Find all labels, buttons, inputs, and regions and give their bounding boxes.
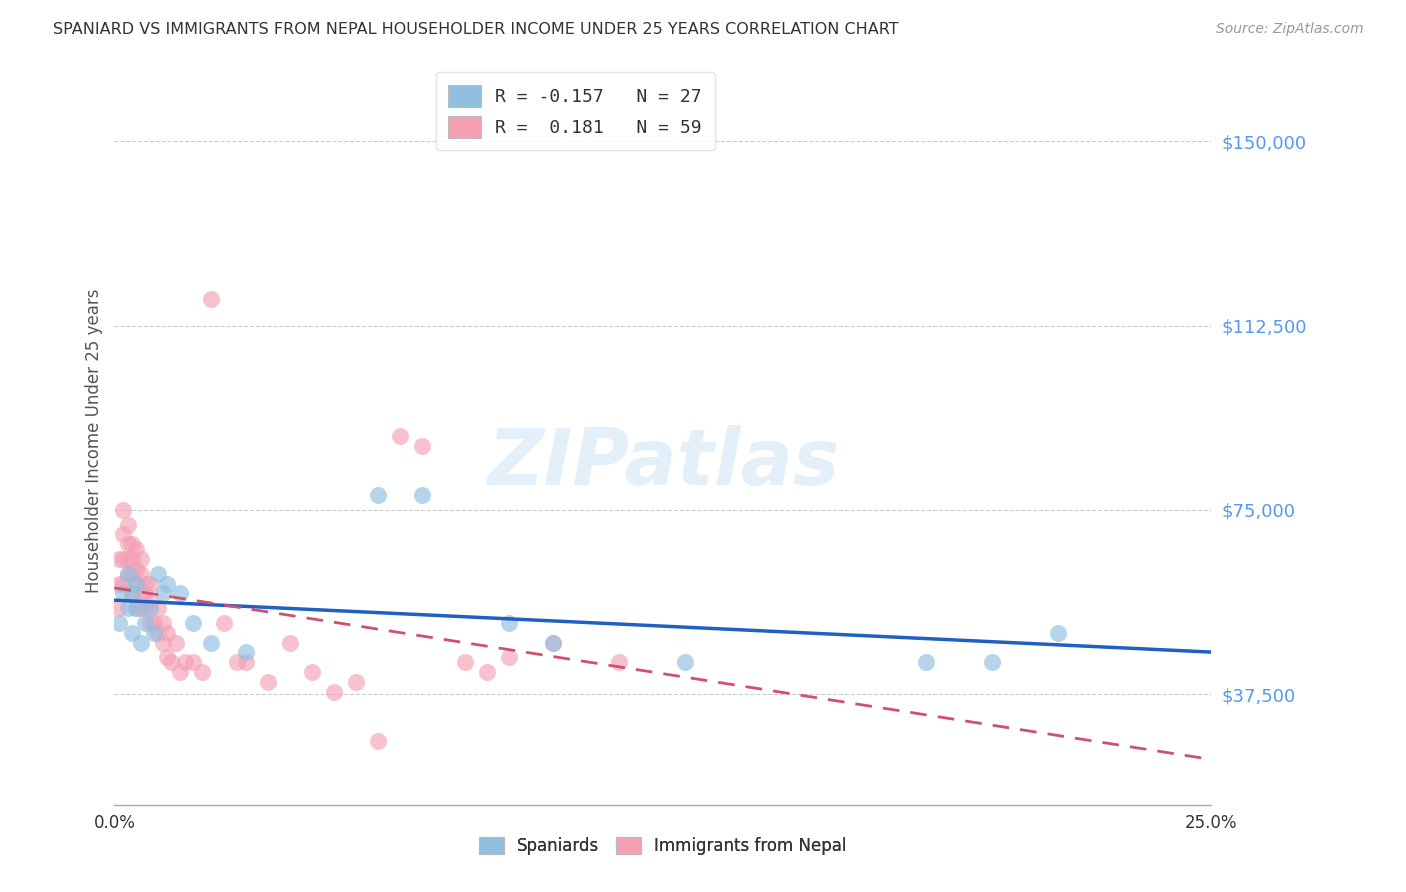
Point xyxy=(138,576,160,591)
Point xyxy=(117,537,139,551)
Point xyxy=(112,503,135,517)
Point xyxy=(915,655,938,669)
Point xyxy=(148,566,170,581)
Point xyxy=(112,527,135,541)
Point xyxy=(129,566,152,581)
Point xyxy=(152,635,174,649)
Point xyxy=(322,684,344,698)
Point xyxy=(138,615,160,630)
Point xyxy=(134,576,156,591)
Point xyxy=(367,733,389,747)
Point xyxy=(148,601,170,615)
Point xyxy=(142,615,165,630)
Point xyxy=(411,488,433,502)
Point xyxy=(191,665,214,679)
Point xyxy=(169,665,191,679)
Point xyxy=(112,576,135,591)
Point xyxy=(152,615,174,630)
Point xyxy=(183,615,205,630)
Point xyxy=(981,655,1004,669)
Point xyxy=(200,292,222,306)
Point xyxy=(134,586,156,600)
Point xyxy=(498,650,520,665)
Point xyxy=(142,625,165,640)
Point xyxy=(498,615,520,630)
Point xyxy=(121,586,143,600)
Point xyxy=(125,576,148,591)
Point xyxy=(125,562,148,576)
Point xyxy=(117,517,139,532)
Point xyxy=(125,542,148,557)
Point xyxy=(173,655,195,669)
Point xyxy=(117,566,139,581)
Point xyxy=(107,601,129,615)
Point xyxy=(541,635,564,649)
Point xyxy=(107,576,129,591)
Point xyxy=(138,601,160,615)
Point xyxy=(129,601,152,615)
Point xyxy=(183,655,205,669)
Point xyxy=(200,635,222,649)
Point xyxy=(107,552,129,566)
Point xyxy=(367,488,389,502)
Point xyxy=(278,635,301,649)
Legend: Spaniards, Immigrants from Nepal: Spaniards, Immigrants from Nepal xyxy=(472,830,853,862)
Point xyxy=(125,576,148,591)
Point xyxy=(134,601,156,615)
Point xyxy=(257,674,280,689)
Point xyxy=(107,615,129,630)
Point xyxy=(454,655,477,669)
Point xyxy=(301,665,323,679)
Point xyxy=(160,655,183,669)
Point xyxy=(117,552,139,566)
Point xyxy=(125,601,148,615)
Point xyxy=(129,635,152,649)
Point xyxy=(121,566,143,581)
Point xyxy=(152,586,174,600)
Point xyxy=(112,552,135,566)
Point xyxy=(477,665,499,679)
Point xyxy=(235,645,257,659)
Point xyxy=(121,625,143,640)
Point xyxy=(129,586,152,600)
Point xyxy=(121,586,143,600)
Point xyxy=(156,625,179,640)
Point xyxy=(138,596,160,610)
Point xyxy=(607,655,630,669)
Text: SPANIARD VS IMMIGRANTS FROM NEPAL HOUSEHOLDER INCOME UNDER 25 YEARS CORRELATION : SPANIARD VS IMMIGRANTS FROM NEPAL HOUSEH… xyxy=(53,22,898,37)
Point xyxy=(169,586,191,600)
Point xyxy=(165,635,187,649)
Point xyxy=(388,429,411,443)
Point xyxy=(235,655,257,669)
Point xyxy=(134,615,156,630)
Point xyxy=(156,576,179,591)
Point xyxy=(411,439,433,453)
Text: Source: ZipAtlas.com: Source: ZipAtlas.com xyxy=(1216,22,1364,37)
Y-axis label: Householder Income Under 25 years: Householder Income Under 25 years xyxy=(86,289,103,593)
Point xyxy=(156,650,179,665)
Point xyxy=(125,601,148,615)
Point xyxy=(673,655,696,669)
Point xyxy=(1046,625,1069,640)
Point xyxy=(212,615,235,630)
Point xyxy=(129,552,152,566)
Point xyxy=(112,586,135,600)
Point xyxy=(121,552,143,566)
Point xyxy=(121,537,143,551)
Point xyxy=(148,625,170,640)
Point xyxy=(541,635,564,649)
Point xyxy=(226,655,249,669)
Point xyxy=(344,674,367,689)
Point xyxy=(117,601,139,615)
Text: ZIPatlas: ZIPatlas xyxy=(486,425,839,501)
Point xyxy=(117,566,139,581)
